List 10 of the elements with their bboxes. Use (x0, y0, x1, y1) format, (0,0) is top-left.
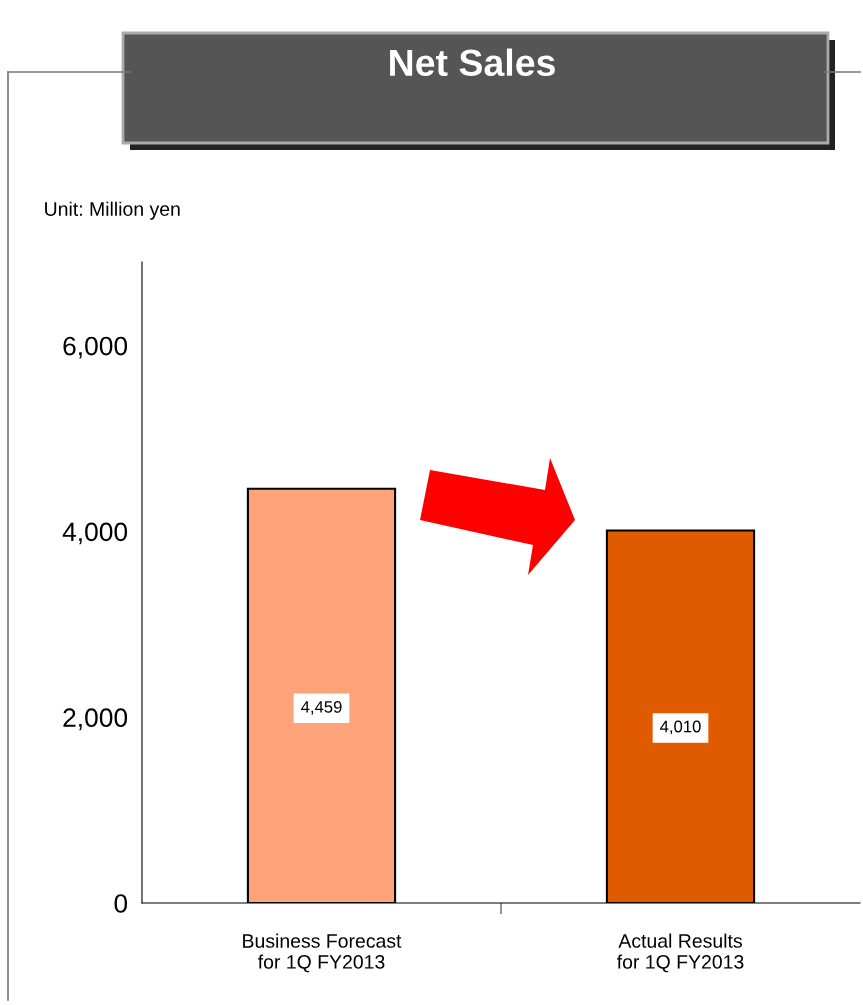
x-tick-label: Business Forecast for 1Q FY2013 (243, 933, 402, 973)
y-tick-label: 2,000 (63, 708, 128, 731)
x-tick-label: Actual Results for 1Q FY2013 (617, 933, 744, 973)
y-tick-label: 6,000 (63, 336, 128, 359)
y-tick-label: 4,000 (62, 522, 128, 545)
data-label: 4,459 (301, 700, 342, 715)
chart-title: Net Sales (390, 48, 555, 77)
data-label: 4,010 (660, 720, 701, 735)
y-axis-title: Unit: Million yen (45, 201, 180, 220)
y-tick-label: 0 (114, 894, 128, 913)
